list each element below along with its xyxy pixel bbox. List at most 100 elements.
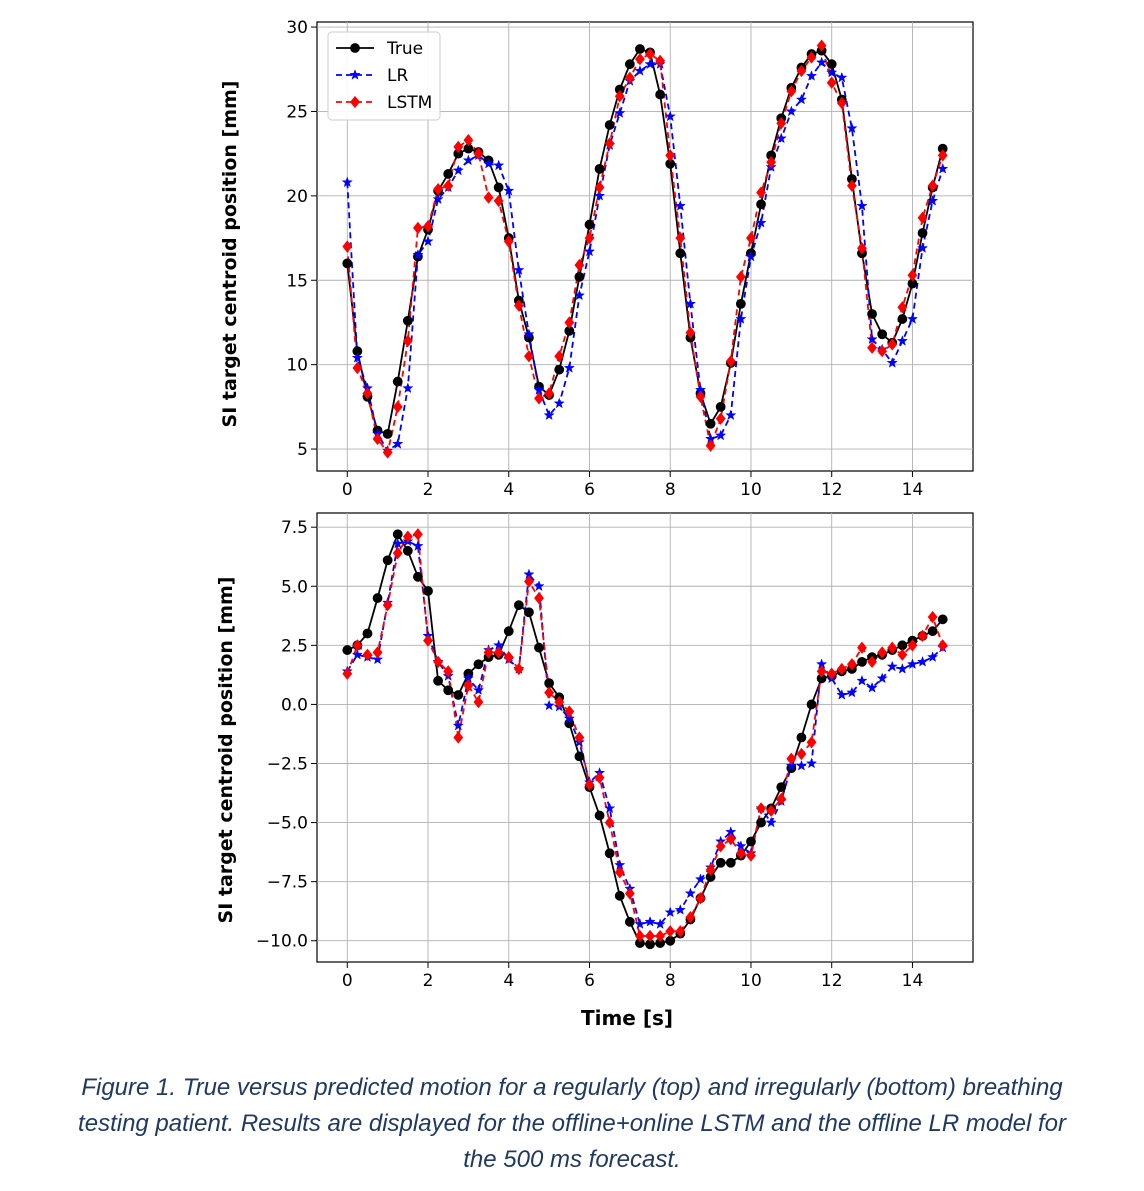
bottom-point-lstm [927, 610, 938, 624]
top-point-lr [351, 351, 364, 363]
top-point-lstm [907, 269, 918, 282]
bottom-point-true [473, 659, 484, 670]
bottom-point-lstm [665, 925, 676, 938]
bottom-point-lstm [524, 575, 534, 588]
bottom-point-lstm [453, 731, 464, 744]
top-point-true [382, 428, 393, 439]
top-point-lstm [806, 51, 817, 64]
top-point-lr [725, 409, 737, 421]
bottom-point-lstm [493, 646, 504, 659]
bottom-point-lstm [675, 925, 686, 938]
top-point-lr [735, 313, 747, 324]
top-point-lstm [927, 179, 938, 192]
top-point-lr [533, 384, 545, 395]
top-point-lstm [887, 338, 898, 351]
bottom-point-lstm [806, 736, 817, 749]
top-point-lstm [503, 235, 514, 248]
top-point-true [917, 228, 928, 238]
bottom-point-true [897, 640, 908, 651]
top-point-lstm [493, 194, 504, 208]
top-point-lstm [433, 182, 444, 196]
top-point-lr [755, 216, 767, 228]
bottom-point-true [392, 529, 403, 540]
top-point-lr [341, 176, 353, 188]
bottom-ticks: 0 2 4 6 8 10 12 14 −10.0 −7.5 −5.0 −2.5 0.0 2.5 5.0 7.5 [256, 518, 923, 991]
top-point-true [594, 163, 605, 174]
top-point-lr [906, 313, 919, 324]
bottom-point-lstm [877, 646, 888, 659]
bottom-point-lstm [443, 665, 454, 678]
bottom-point-true [796, 732, 807, 743]
top-series-line-lstm [346, 44, 944, 454]
top-point-lstm [836, 96, 847, 110]
bottom-point-true [524, 607, 534, 618]
top-point-lr [563, 362, 575, 373]
bottom-point-lstm [725, 832, 736, 846]
bottom-y-tick-label: −5.0 [267, 814, 308, 834]
bottom-point-lstm [786, 752, 797, 765]
bottom-point-lstm [614, 866, 625, 879]
bottom-point-lr [694, 873, 707, 885]
bottom-point-lr [795, 759, 808, 771]
legend-marker-true [350, 43, 360, 53]
top-point-lstm [524, 350, 534, 363]
bottom-point-lstm [564, 705, 575, 718]
bottom-point-lr [563, 712, 575, 724]
bottom-point-lstm [897, 648, 908, 661]
top-point-lstm [675, 231, 686, 245]
top-point-true [756, 199, 766, 210]
bottom-point-lr [765, 816, 777, 828]
top-x-tick-label: 2 [423, 480, 434, 500]
top-y-tick-label: 10 [286, 356, 308, 376]
bottom-x-tick-label: 8 [665, 971, 676, 991]
bottom-point-lr [654, 918, 666, 930]
bottom-y-tick-label: 7.5 [281, 518, 308, 538]
bottom-point-lr [684, 887, 697, 899]
top-point-lstm [766, 155, 777, 169]
top-point-lstm [685, 326, 696, 339]
top-point-lstm [614, 90, 625, 103]
top-point-lstm [635, 52, 645, 66]
bottom-point-lstm [746, 849, 756, 862]
bottom-point-lstm [685, 910, 696, 924]
top-point-lstm [796, 64, 807, 78]
top-point-lstm [897, 301, 908, 314]
bottom-point-true [544, 678, 555, 689]
bottom-point-lstm [483, 646, 494, 659]
bottom-point-lr [856, 674, 868, 686]
bottom-point-lstm [776, 792, 787, 806]
bottom-chart: 0 2 4 6 8 10 12 14 −10.0 −7.5 −5.0 −2.5 0.0 2.5 5.0 7.5… [215, 512, 974, 1030]
bottom-point-lstm [705, 863, 716, 876]
bottom-point-lstm [382, 599, 393, 612]
top-point-lstm [564, 316, 575, 329]
bottom-y-tick-label: 5.0 [281, 577, 308, 597]
top-y-axis-label: SI target centroid position [mm] [219, 81, 241, 428]
top-point-lstm [715, 412, 726, 425]
top-point-lstm [857, 242, 867, 255]
bottom-point-lr [836, 689, 848, 700]
top-point-lr [815, 56, 828, 68]
bottom-point-lstm [917, 629, 928, 643]
top-point-lr [785, 105, 797, 117]
top-point-true [877, 329, 888, 340]
bottom-point-true [513, 600, 524, 611]
top-point-lstm [846, 179, 857, 192]
top-point-true [392, 376, 403, 387]
bottom-point-true [806, 699, 817, 710]
top-point-lstm [695, 390, 706, 403]
top-point-lstm [554, 350, 565, 363]
top-x-tick-label: 0 [342, 480, 353, 500]
bottom-point-true [382, 555, 393, 566]
caption-line-2: testing patient. Results are displayed f… [78, 1110, 1066, 1137]
top-point-lr [836, 71, 848, 83]
top-point-lr [866, 333, 878, 345]
top-point-true [584, 219, 595, 230]
bottom-x-tick-label: 10 [740, 971, 762, 991]
top-point-lr [916, 242, 929, 253]
top-point-lstm [544, 387, 555, 400]
bottom-x-tick-label: 2 [423, 971, 434, 991]
bottom-point-true [372, 593, 383, 603]
bottom-point-lstm [534, 591, 544, 605]
top-point-lstm [342, 240, 353, 253]
bottom-point-true [756, 817, 766, 828]
